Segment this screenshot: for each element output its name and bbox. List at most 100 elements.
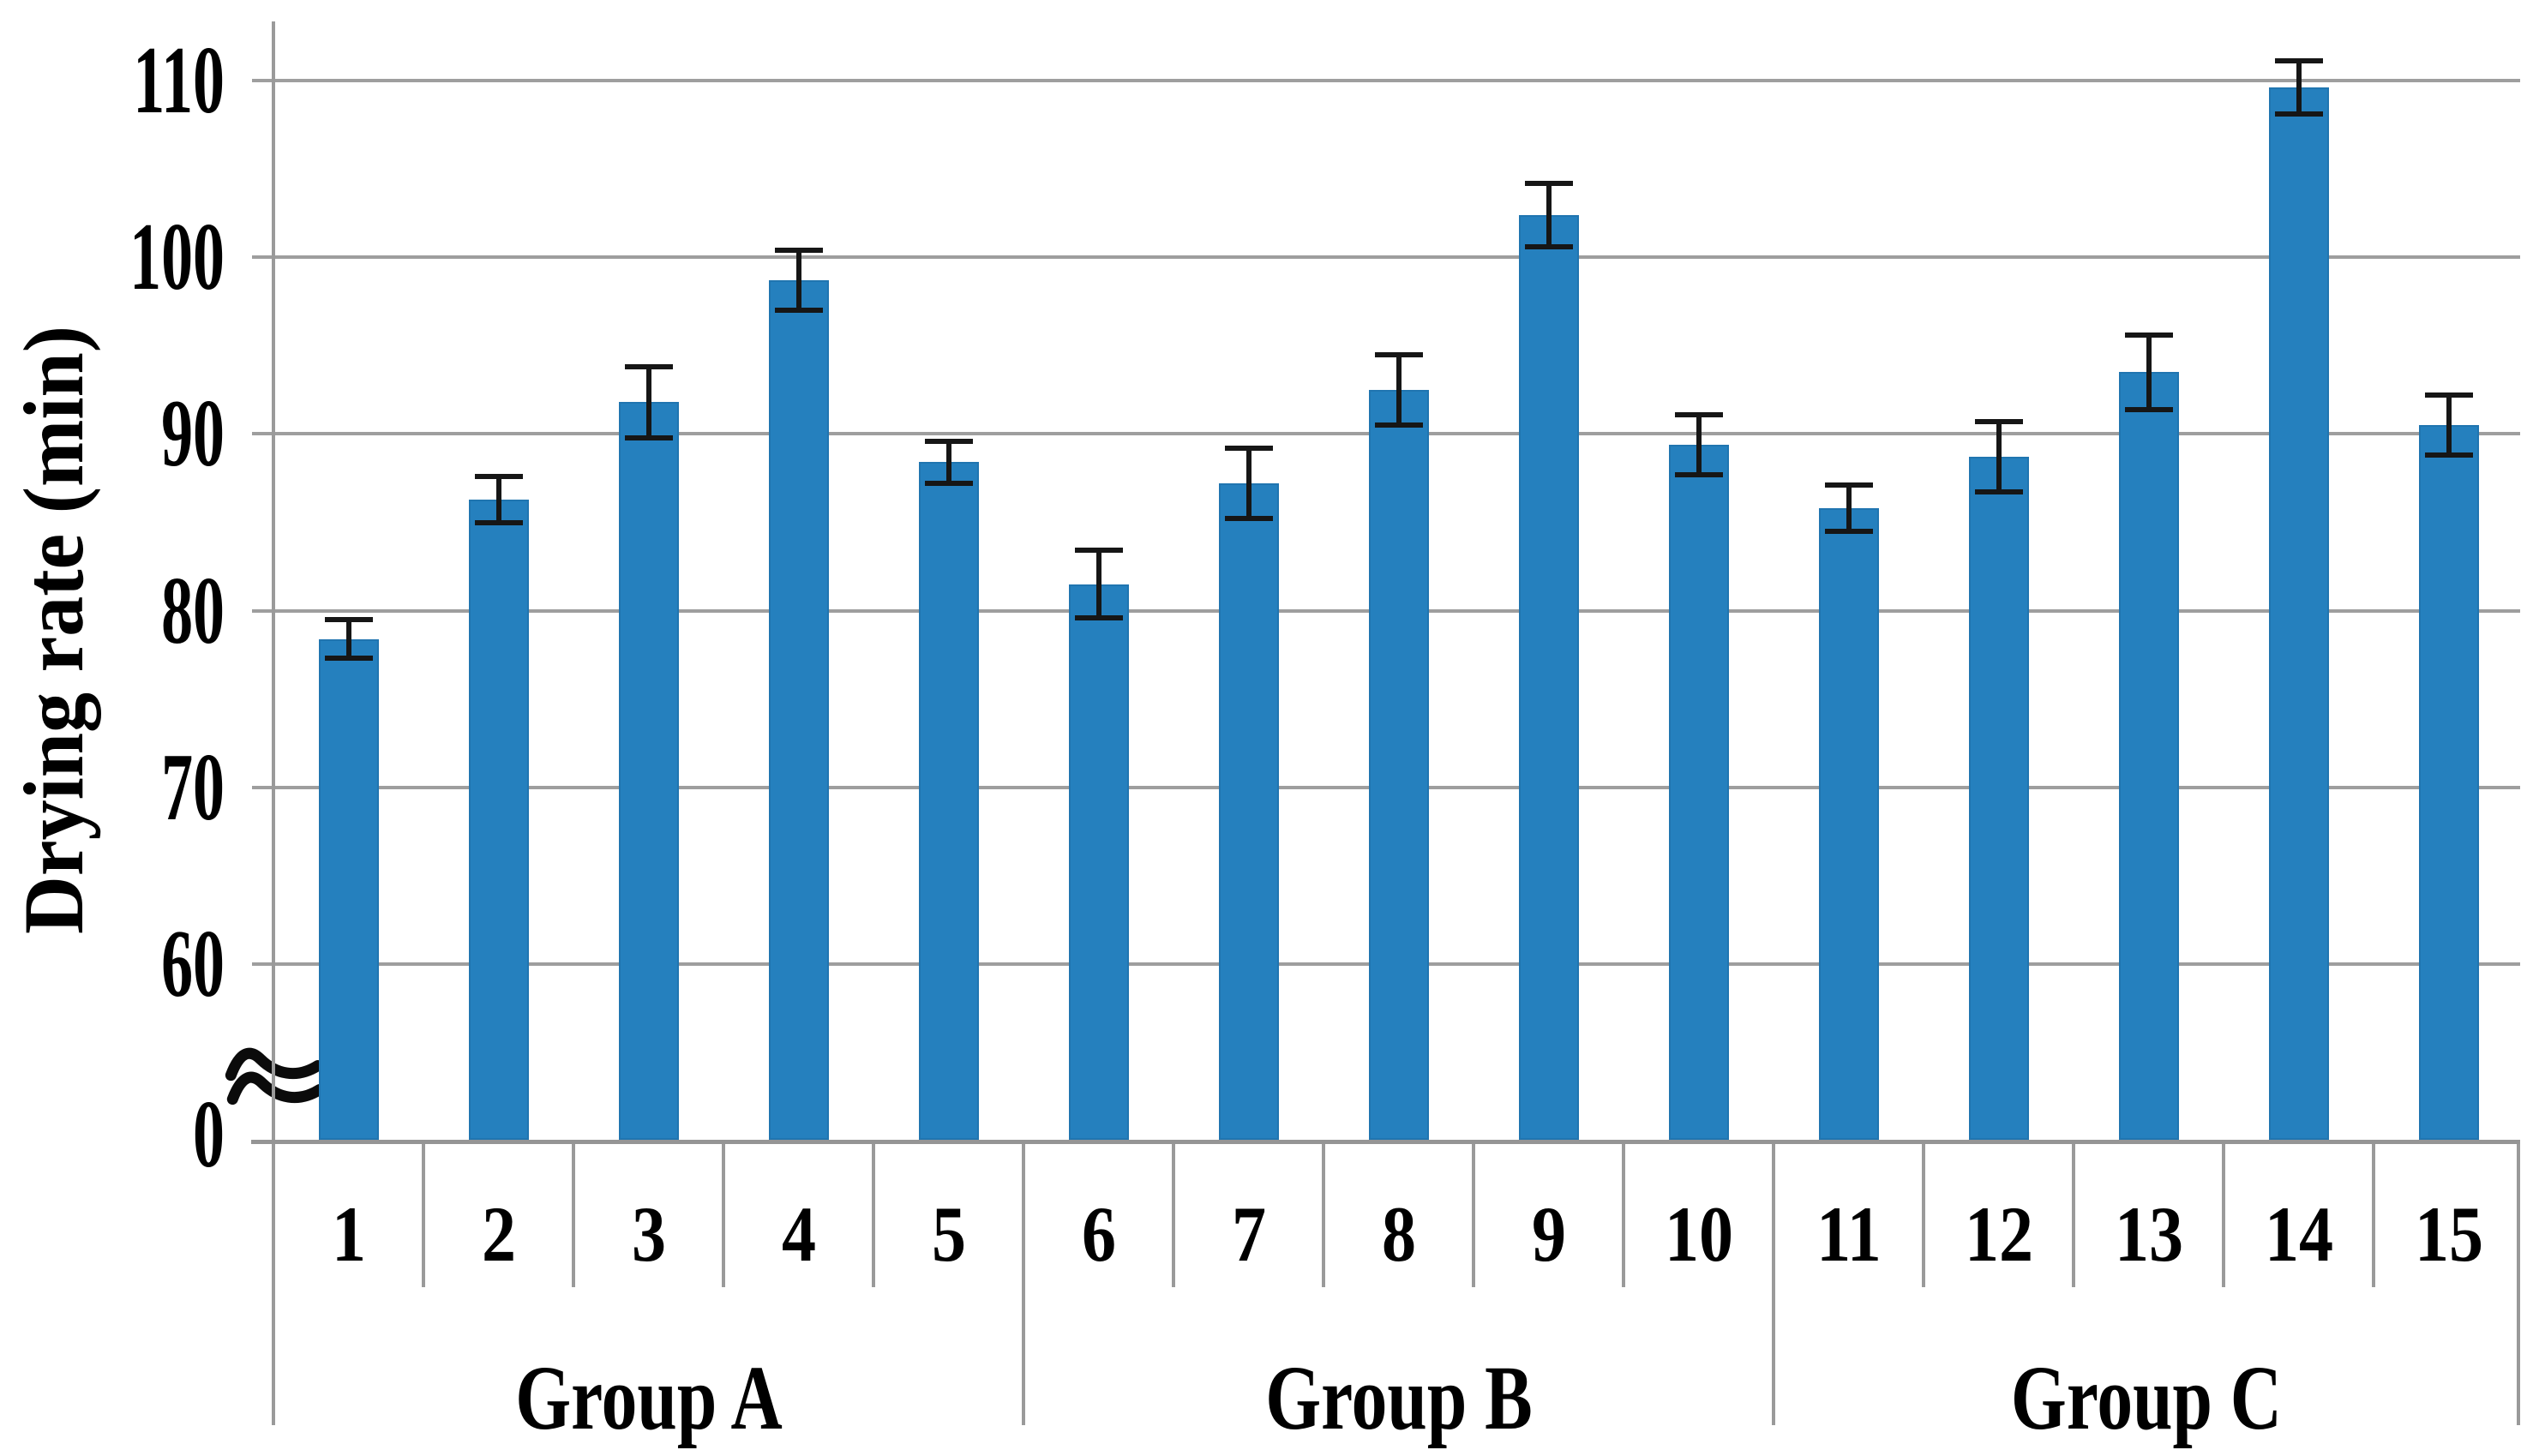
error-bar-cap-bottom xyxy=(1674,471,1723,477)
y-axis-tick xyxy=(252,608,273,613)
group-boundary-line xyxy=(2517,1144,2520,1425)
bar xyxy=(1668,444,1729,1140)
error-bar xyxy=(2296,61,2302,115)
bar xyxy=(2268,87,2329,1140)
y-tick-label: 100 xyxy=(129,204,225,311)
error-bar-cap-bottom xyxy=(624,434,673,440)
group-boundary-line xyxy=(1022,1144,1025,1425)
error-bar xyxy=(345,619,351,659)
cell-divider xyxy=(1922,1144,1925,1287)
error-bar-cap-top xyxy=(1224,445,1273,451)
error-bar xyxy=(1245,447,1251,519)
x-tick-label: 7 xyxy=(1231,1190,1266,1278)
error-bar xyxy=(945,440,951,484)
y-axis-tick xyxy=(252,255,273,260)
x-tick-label: 6 xyxy=(1081,1190,1116,1278)
x-axis-line xyxy=(251,1140,2520,1144)
y-axis-break-icon xyxy=(225,1047,326,1105)
error-bar-cap-top xyxy=(324,616,373,622)
y-axis-tick xyxy=(252,962,273,966)
error-bar-cap-bottom xyxy=(324,656,373,662)
cell-divider xyxy=(872,1144,875,1287)
x-tick-label: 13 xyxy=(2114,1190,2183,1278)
group-label: Group C xyxy=(2010,1348,2282,1449)
error-bar-cap-bottom xyxy=(1224,516,1273,522)
cell-divider xyxy=(2072,1144,2075,1287)
error-bar-cap-bottom xyxy=(1524,243,1573,249)
error-bar xyxy=(645,367,651,438)
error-bar-cap-top xyxy=(1374,351,1423,357)
x-tick-label: 4 xyxy=(781,1190,816,1278)
gridline xyxy=(273,255,2520,260)
bar xyxy=(1068,584,1129,1140)
error-bar-cap-bottom xyxy=(1074,614,1123,620)
gridline xyxy=(273,79,2520,82)
y-axis-tick xyxy=(252,785,273,789)
x-tick-label: 11 xyxy=(1816,1190,1882,1278)
error-bar xyxy=(795,249,801,311)
error-bar xyxy=(495,476,501,523)
x-tick-label: 8 xyxy=(1381,1190,1416,1278)
y-tick-label: 110 xyxy=(133,27,225,134)
error-bar-cap-top xyxy=(924,438,973,444)
cell-divider xyxy=(2222,1144,2225,1287)
x-tick-label: 15 xyxy=(2414,1190,2483,1278)
error-bar-cap-bottom xyxy=(2124,406,2173,412)
cell-divider xyxy=(722,1144,725,1287)
bar xyxy=(318,638,379,1140)
error-bar xyxy=(1846,485,1852,531)
error-bar-cap-top xyxy=(1074,548,1123,554)
error-bar xyxy=(2446,395,2452,456)
cell-divider xyxy=(1172,1144,1175,1287)
error-bar-cap-bottom xyxy=(2274,111,2323,117)
bar xyxy=(1968,457,2029,1140)
x-tick-label: 2 xyxy=(481,1190,516,1278)
bar xyxy=(468,499,529,1140)
error-bar-cap-top xyxy=(1674,411,1723,417)
y-tick-label: 0 xyxy=(193,1082,225,1188)
error-bar-cap-bottom xyxy=(474,519,523,525)
error-bar-cap-top xyxy=(2124,332,2173,338)
x-tick-label: 9 xyxy=(1531,1190,1566,1278)
bar xyxy=(1218,483,1279,1140)
error-bar-cap-top xyxy=(1524,180,1573,186)
group-label: Group B xyxy=(1264,1348,1533,1449)
error-bar xyxy=(1095,550,1101,618)
group-boundary-line xyxy=(272,1144,275,1425)
bar xyxy=(918,462,979,1140)
cell-divider xyxy=(422,1144,425,1287)
x-tick-label: 14 xyxy=(2264,1190,2333,1278)
y-tick-label: 60 xyxy=(161,911,225,1017)
error-bar xyxy=(1546,183,1552,247)
y-axis-tick xyxy=(252,79,273,82)
x-tick-label: 1 xyxy=(331,1190,366,1278)
x-tick-label: 3 xyxy=(631,1190,666,1278)
y-tick-label: 70 xyxy=(161,734,225,841)
bar xyxy=(1818,508,1879,1140)
y-tick-label: 80 xyxy=(161,557,225,664)
error-bar-cap-bottom xyxy=(924,481,973,487)
bar xyxy=(618,402,679,1140)
error-bar-cap-top xyxy=(474,473,523,479)
bar xyxy=(2118,372,2179,1140)
cell-divider xyxy=(1472,1144,1475,1287)
bar xyxy=(1368,389,1429,1140)
error-bar-cap-top xyxy=(774,247,823,253)
error-bar xyxy=(1696,414,1702,475)
error-bar-cap-bottom xyxy=(1374,422,1423,428)
group-label: Group A xyxy=(514,1348,783,1449)
x-tick-label: 5 xyxy=(931,1190,966,1278)
error-bar-cap-top xyxy=(624,364,673,370)
bar xyxy=(2418,425,2479,1140)
error-bar xyxy=(1396,354,1402,426)
bar xyxy=(768,280,829,1140)
y-axis-tick xyxy=(252,432,273,436)
bar xyxy=(1518,214,1579,1140)
error-bar-cap-bottom xyxy=(1974,489,2023,495)
error-bar xyxy=(1996,421,2002,493)
error-bar-cap-bottom xyxy=(1824,528,1873,534)
cell-divider xyxy=(572,1144,575,1287)
error-bar-cap-bottom xyxy=(2424,452,2473,458)
error-bar-cap-top xyxy=(2274,58,2323,64)
